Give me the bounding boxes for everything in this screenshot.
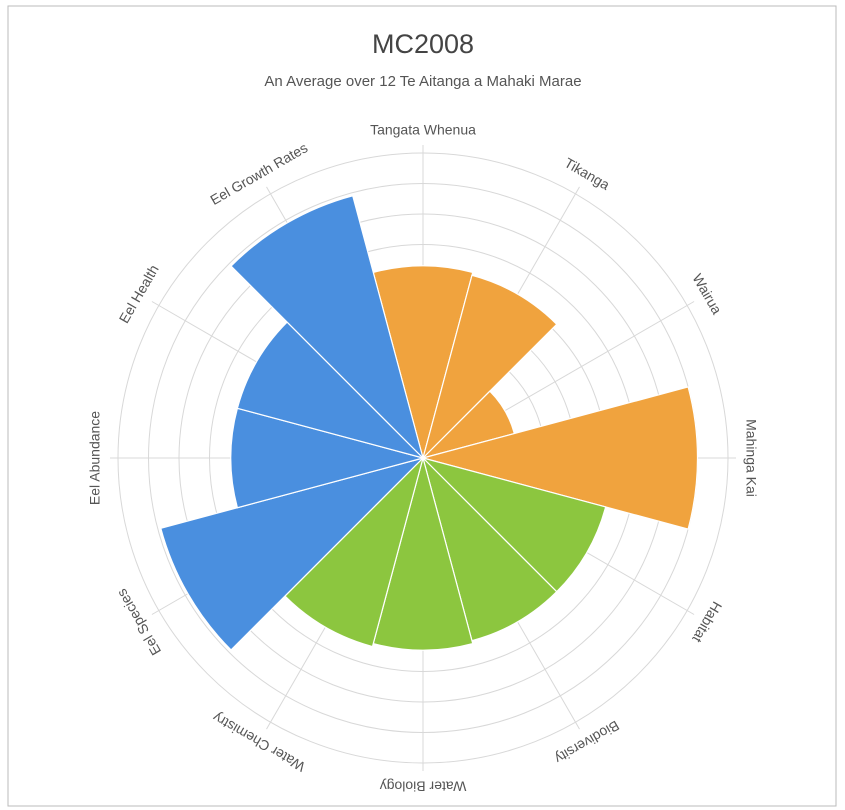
sector	[230, 195, 425, 461]
sector	[372, 455, 474, 651]
sector	[421, 274, 558, 461]
sector	[160, 456, 426, 651]
category-label: Water Biology	[380, 778, 467, 794]
sector	[284, 455, 425, 648]
sector	[421, 455, 558, 642]
sector	[420, 386, 699, 530]
category-label: Tangata Whenua	[370, 122, 476, 138]
category-label: Eel Abundance	[87, 411, 103, 505]
sector	[236, 321, 426, 460]
sector	[372, 265, 474, 461]
sector	[420, 456, 607, 593]
category-label: Mahinga Kai	[743, 419, 759, 497]
chart-subtitle: An Average over 12 Te Aitanga a Mahaki M…	[264, 73, 581, 90]
chart-title: MC2008	[372, 29, 474, 59]
sector	[230, 407, 426, 509]
